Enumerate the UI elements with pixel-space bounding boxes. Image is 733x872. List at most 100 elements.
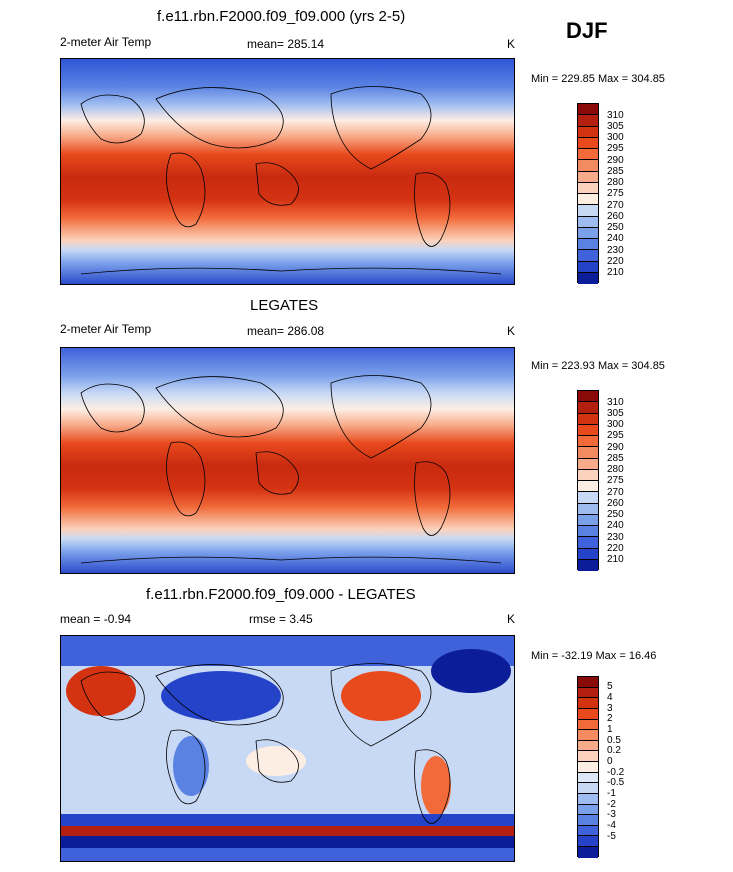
panel2-colorbar-swatch	[578, 548, 598, 560]
panel3-colorbar	[577, 676, 599, 858]
panel3-difference-map	[60, 635, 515, 862]
panel1-colorbar-swatch	[578, 182, 598, 194]
panel3-colorbar-swatch	[578, 847, 598, 858]
panel3-colorbar-swatch	[578, 698, 598, 709]
panel2-colorbar-tick: 220	[607, 543, 624, 554]
panel2-variable-label: 2-meter Air Temp	[60, 322, 152, 336]
panel1-colorbar-swatch	[578, 250, 598, 262]
panel1-title: f.e11.rbn.F2000.f09_f09.000 (yrs 2-5)	[157, 8, 406, 25]
panel2-colorbar-swatch	[578, 436, 598, 448]
panel3-colorbar-tick: 0.2	[607, 745, 621, 756]
panel1-colorbar-swatch	[578, 239, 598, 251]
panel1-colorbar-tick: 310	[607, 110, 624, 121]
panel2-colorbar-tick: 240	[607, 520, 624, 531]
panel1-colorbar-swatch	[578, 160, 598, 172]
panel2-colorbar-swatch	[578, 492, 598, 504]
panel2-colorbar-swatch	[578, 503, 598, 515]
panel1-colorbar-swatch	[578, 115, 598, 127]
panel2-minmax-label: Min = 223.93 Max = 304.85	[531, 360, 665, 372]
panel1-units-label: K	[507, 37, 516, 51]
panel2-mean-label: mean= 286.08	[247, 324, 325, 338]
panel2-colorbar-swatch	[578, 402, 598, 414]
panel2-colorbar-swatch	[578, 526, 598, 538]
panel1-temperature-map	[60, 58, 515, 285]
panel3-colorbar-swatch	[578, 719, 598, 731]
panel2-colorbar-swatch	[578, 413, 598, 425]
panel1-colorbar-swatch	[578, 205, 598, 217]
panel3-colorbar-tick: -5	[607, 831, 616, 842]
panel1-colorbar-swatch	[578, 261, 598, 273]
panel1-colorbar-swatch	[578, 149, 598, 161]
panel1-colorbar-tick: 270	[607, 200, 624, 211]
panel1-colorbar-tick: 240	[607, 233, 624, 244]
panel3-colorbar-swatch	[578, 677, 598, 688]
panel2-colorbar-swatch	[578, 514, 598, 526]
panel1-colorbar-swatch	[578, 171, 598, 183]
panel3-minmax-label: Min = -32.19 Max = 16.46	[531, 650, 657, 662]
panel2-colorbar-swatch	[578, 447, 598, 459]
panel1-colorbar-swatch	[578, 137, 598, 149]
panel3-colorbar-swatch	[578, 762, 598, 773]
panel3-colorbar-swatch	[578, 793, 598, 805]
panel1-variable-label: 2-meter Air Temp	[60, 35, 152, 49]
panel2-colorbar-tick: 285	[607, 453, 624, 464]
panel3-colorbar-swatch	[578, 772, 598, 784]
panel3-colorbar-tick: -3	[607, 809, 616, 820]
panel2-colorbar-swatch	[578, 424, 598, 436]
panel2-colorbar	[577, 390, 599, 571]
panel3-colorbar-swatch	[578, 783, 598, 794]
season-label: DJF	[566, 18, 608, 43]
panel1-colorbar-tick: 275	[607, 188, 624, 199]
panel2-colorbar-swatch	[578, 537, 598, 549]
panel2-colorbar-tick: 295	[607, 430, 624, 441]
panel1-colorbar-swatch	[578, 104, 598, 116]
panel1-colorbar-swatch	[578, 227, 598, 239]
panel3-colorbar-tick: 0.5	[607, 735, 621, 746]
panel1-mean-label: mean= 285.14	[247, 37, 325, 51]
panel1-colorbar-tick: 300	[607, 132, 624, 143]
panel2-colorbar-tick: 305	[607, 408, 624, 419]
panel2-colorbar-tick: 270	[607, 487, 624, 498]
panel1-colorbar-swatch	[578, 194, 598, 206]
panel3-colorbar-tick: 1	[607, 724, 613, 735]
panel3-colorbar-tick: -2	[607, 799, 616, 810]
panel1-colorbar-tick: 305	[607, 121, 624, 132]
panel2-temperature-map	[60, 347, 515, 574]
panel3-rmse-label: rmse = 3.45	[249, 612, 313, 626]
panel2-colorbar-tick: 280	[607, 464, 624, 475]
panel3-colorbar-tick: 5	[607, 681, 613, 692]
panel1-colorbar-swatch	[578, 272, 598, 284]
panel2-colorbar-swatch	[578, 391, 598, 403]
panel2-colorbar-tick: 210	[607, 554, 624, 565]
panel3-colorbar-swatch	[578, 740, 598, 752]
panel1-colorbar-tick: 260	[607, 211, 624, 222]
panel3-colorbar-tick: -1	[607, 788, 616, 799]
panel2-colorbar-swatch	[578, 481, 598, 493]
panel1-colorbar-swatch	[578, 126, 598, 138]
panel3-colorbar-tick: 2	[607, 713, 613, 724]
panel3-units-label: K	[507, 612, 516, 626]
panel2-colorbar-swatch	[578, 458, 598, 470]
panel3-colorbar-tick: -0.5	[607, 777, 625, 788]
panel2-colorbar-swatch	[578, 559, 598, 571]
panel2-units-label: K	[507, 324, 516, 338]
panel3-colorbar-swatch	[578, 730, 598, 741]
panel2-colorbar-tick: 260	[607, 498, 624, 509]
panel1-colorbar-tick: 290	[607, 155, 624, 166]
panel3-colorbar-tick: 3	[607, 703, 613, 714]
panel3-mean-label: mean = -0.94	[60, 612, 132, 626]
panel2-colorbar-tick: 230	[607, 532, 624, 543]
panel1-colorbar-tick: 220	[607, 256, 624, 267]
panel2-colorbar-tick: 275	[607, 475, 624, 486]
panel2-title: LEGATES	[250, 297, 319, 314]
panel3-colorbar-swatch	[578, 815, 598, 826]
panel3-colorbar-tick: -4	[607, 820, 616, 831]
panel1-colorbar-swatch	[578, 216, 598, 228]
panel1-colorbar-tick: 295	[607, 143, 624, 154]
panel3-colorbar-tick: 0	[607, 756, 613, 767]
panel3-colorbar-swatch	[578, 708, 598, 720]
panel1-colorbar-tick: 280	[607, 177, 624, 188]
panel2-colorbar-tick: 300	[607, 419, 624, 430]
panel1-colorbar-tick: 250	[607, 222, 624, 233]
panel1-colorbar-tick: 285	[607, 166, 624, 177]
